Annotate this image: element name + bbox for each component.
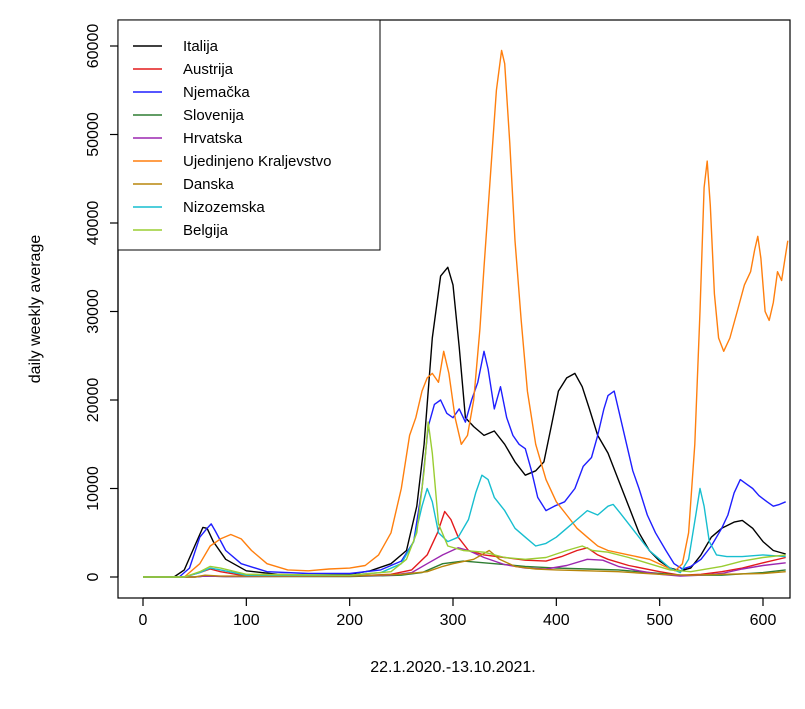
- legend-label: Hrvatska: [183, 130, 243, 147]
- series-lines: [143, 49, 789, 578]
- y-axis-title: daily weekly average: [27, 235, 44, 384]
- x-tick-label: 400: [543, 612, 570, 629]
- x-axis-title: 22.1.2020.-13.10.2021.: [370, 659, 535, 676]
- legend: Italija Austrija Njemačka Slovenija Hrvatska…: [117, 19, 381, 251]
- legend-label: Austrija: [183, 61, 234, 78]
- y-tick-label: 30000: [85, 289, 102, 334]
- y-axis: 0 10000 20000 30000 40000 50000 60000: [85, 24, 119, 581]
- x-tick-label: 500: [646, 612, 673, 629]
- y-tick-label: 50000: [85, 112, 102, 157]
- x-axis: 0 100 200 300 400 500 600: [139, 597, 777, 629]
- x-tick-label: 100: [233, 612, 260, 629]
- y-tick-label: 40000: [85, 201, 102, 246]
- legend-label: Njemačka: [183, 84, 250, 101]
- series-line-3: [143, 350, 786, 578]
- y-tick-label: 60000: [85, 24, 102, 69]
- legend-label: Belgija: [183, 222, 229, 239]
- x-tick-label: 300: [440, 612, 467, 629]
- y-tick-label: 20000: [85, 378, 102, 423]
- series-line-6: [143, 49, 789, 578]
- x-tick-label: 0: [139, 612, 148, 629]
- x-tick-label: 200: [336, 612, 363, 629]
- legend-label: Italija: [183, 38, 219, 55]
- y-tick-label: 0: [85, 572, 102, 581]
- legend-label: Slovenija: [183, 107, 245, 124]
- legend-label: Nizozemska: [183, 199, 265, 216]
- series-line-9: [143, 421, 786, 578]
- legend-label: Ujedinjeno Kraljevstvo: [183, 153, 331, 170]
- legend-label: Danska: [183, 176, 235, 193]
- x-tick-label: 600: [750, 612, 777, 629]
- y-tick-label: 10000: [85, 466, 102, 511]
- legend-box: [117, 19, 381, 251]
- series-line-8: [143, 474, 786, 578]
